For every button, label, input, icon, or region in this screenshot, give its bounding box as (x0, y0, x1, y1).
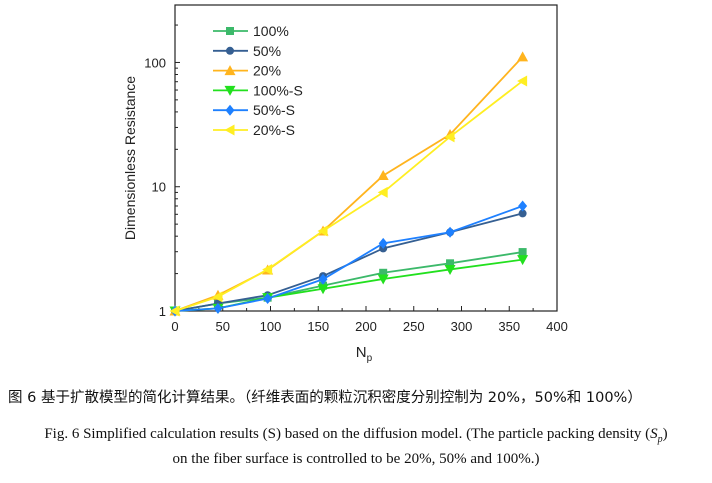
legend-label: 50% (253, 43, 281, 59)
data-point (518, 248, 527, 257)
data-point (377, 186, 388, 198)
x-axis-label-subscript: p (367, 353, 373, 364)
x-axis-label: Np (356, 344, 373, 364)
legend-label: 50%-S (253, 102, 295, 118)
data-point (317, 284, 329, 295)
caption-english-line2: on the fiber surface is controlled to be… (172, 451, 540, 467)
y-tick-label: 100 (144, 55, 166, 70)
x-tick-label: 150 (307, 319, 329, 334)
legend-marker (226, 46, 234, 55)
data-point (517, 75, 528, 87)
chart: 0 50 100 150 200 250 300 350 400 1 10 100 Dimensionl… (122, 4, 568, 364)
data-point (263, 293, 273, 305)
caption-chinese: 图 6 基于扩散模型的简化计算结果。（纤维表面的颗粒沉积密度分别控制为 20%，… (8, 390, 642, 406)
x-tick-label: 0 (171, 319, 178, 334)
data-point (169, 305, 180, 317)
x-tick-label: 400 (546, 319, 568, 334)
x-tick-label: 300 (451, 319, 473, 334)
legend-marker (225, 104, 235, 116)
y-tick-label: 1 (159, 304, 166, 319)
data-point (377, 170, 389, 181)
x-tick-label: 250 (403, 319, 425, 334)
series-line-20% (174, 56, 524, 312)
series-line-50% (174, 212, 523, 312)
x-tick-label: 350 (498, 319, 520, 334)
legend-label: 20%-S (253, 122, 295, 138)
data-point (212, 291, 223, 303)
x-tick-label: 50 (216, 319, 230, 334)
legend-marker (226, 27, 234, 35)
data-point (446, 259, 455, 268)
data-point (444, 131, 455, 143)
data-point (379, 268, 388, 277)
x-tick-label: 200 (355, 319, 377, 334)
data-point (445, 226, 455, 238)
caption-english-line1: Fig. 6 Simplified calculation results (S… (0, 426, 712, 445)
legend-label: 100% (253, 23, 289, 39)
y-tick-label: 10 (152, 180, 166, 195)
caption-english-text: Fig. 6 Simplified calculation results (S… (44, 426, 651, 442)
data-point (518, 200, 528, 212)
caption-sp-subscript: p (657, 434, 663, 445)
data-point (262, 263, 273, 275)
legend-marker (224, 85, 236, 96)
data-point (377, 274, 389, 285)
legend-label: 20% (253, 63, 281, 79)
data-point (517, 255, 529, 266)
data-point (317, 225, 328, 237)
data-point (378, 237, 388, 249)
data-point (517, 51, 529, 62)
series-line-50%-S (174, 205, 523, 312)
legend-label: 100%-S (253, 82, 303, 98)
legend-marker (224, 65, 236, 76)
series-line-20%-S (174, 80, 524, 312)
caption-sp-symbol: S (650, 426, 658, 442)
caption-english-close: ) (662, 426, 668, 442)
y-axis-label: Dimensionless Resistance (122, 76, 138, 240)
data-point (518, 209, 527, 218)
data-point (444, 264, 456, 275)
data-point (213, 302, 223, 314)
legend-marker (224, 124, 235, 136)
data-point (318, 273, 328, 285)
x-tick-label: 100 (260, 319, 282, 334)
